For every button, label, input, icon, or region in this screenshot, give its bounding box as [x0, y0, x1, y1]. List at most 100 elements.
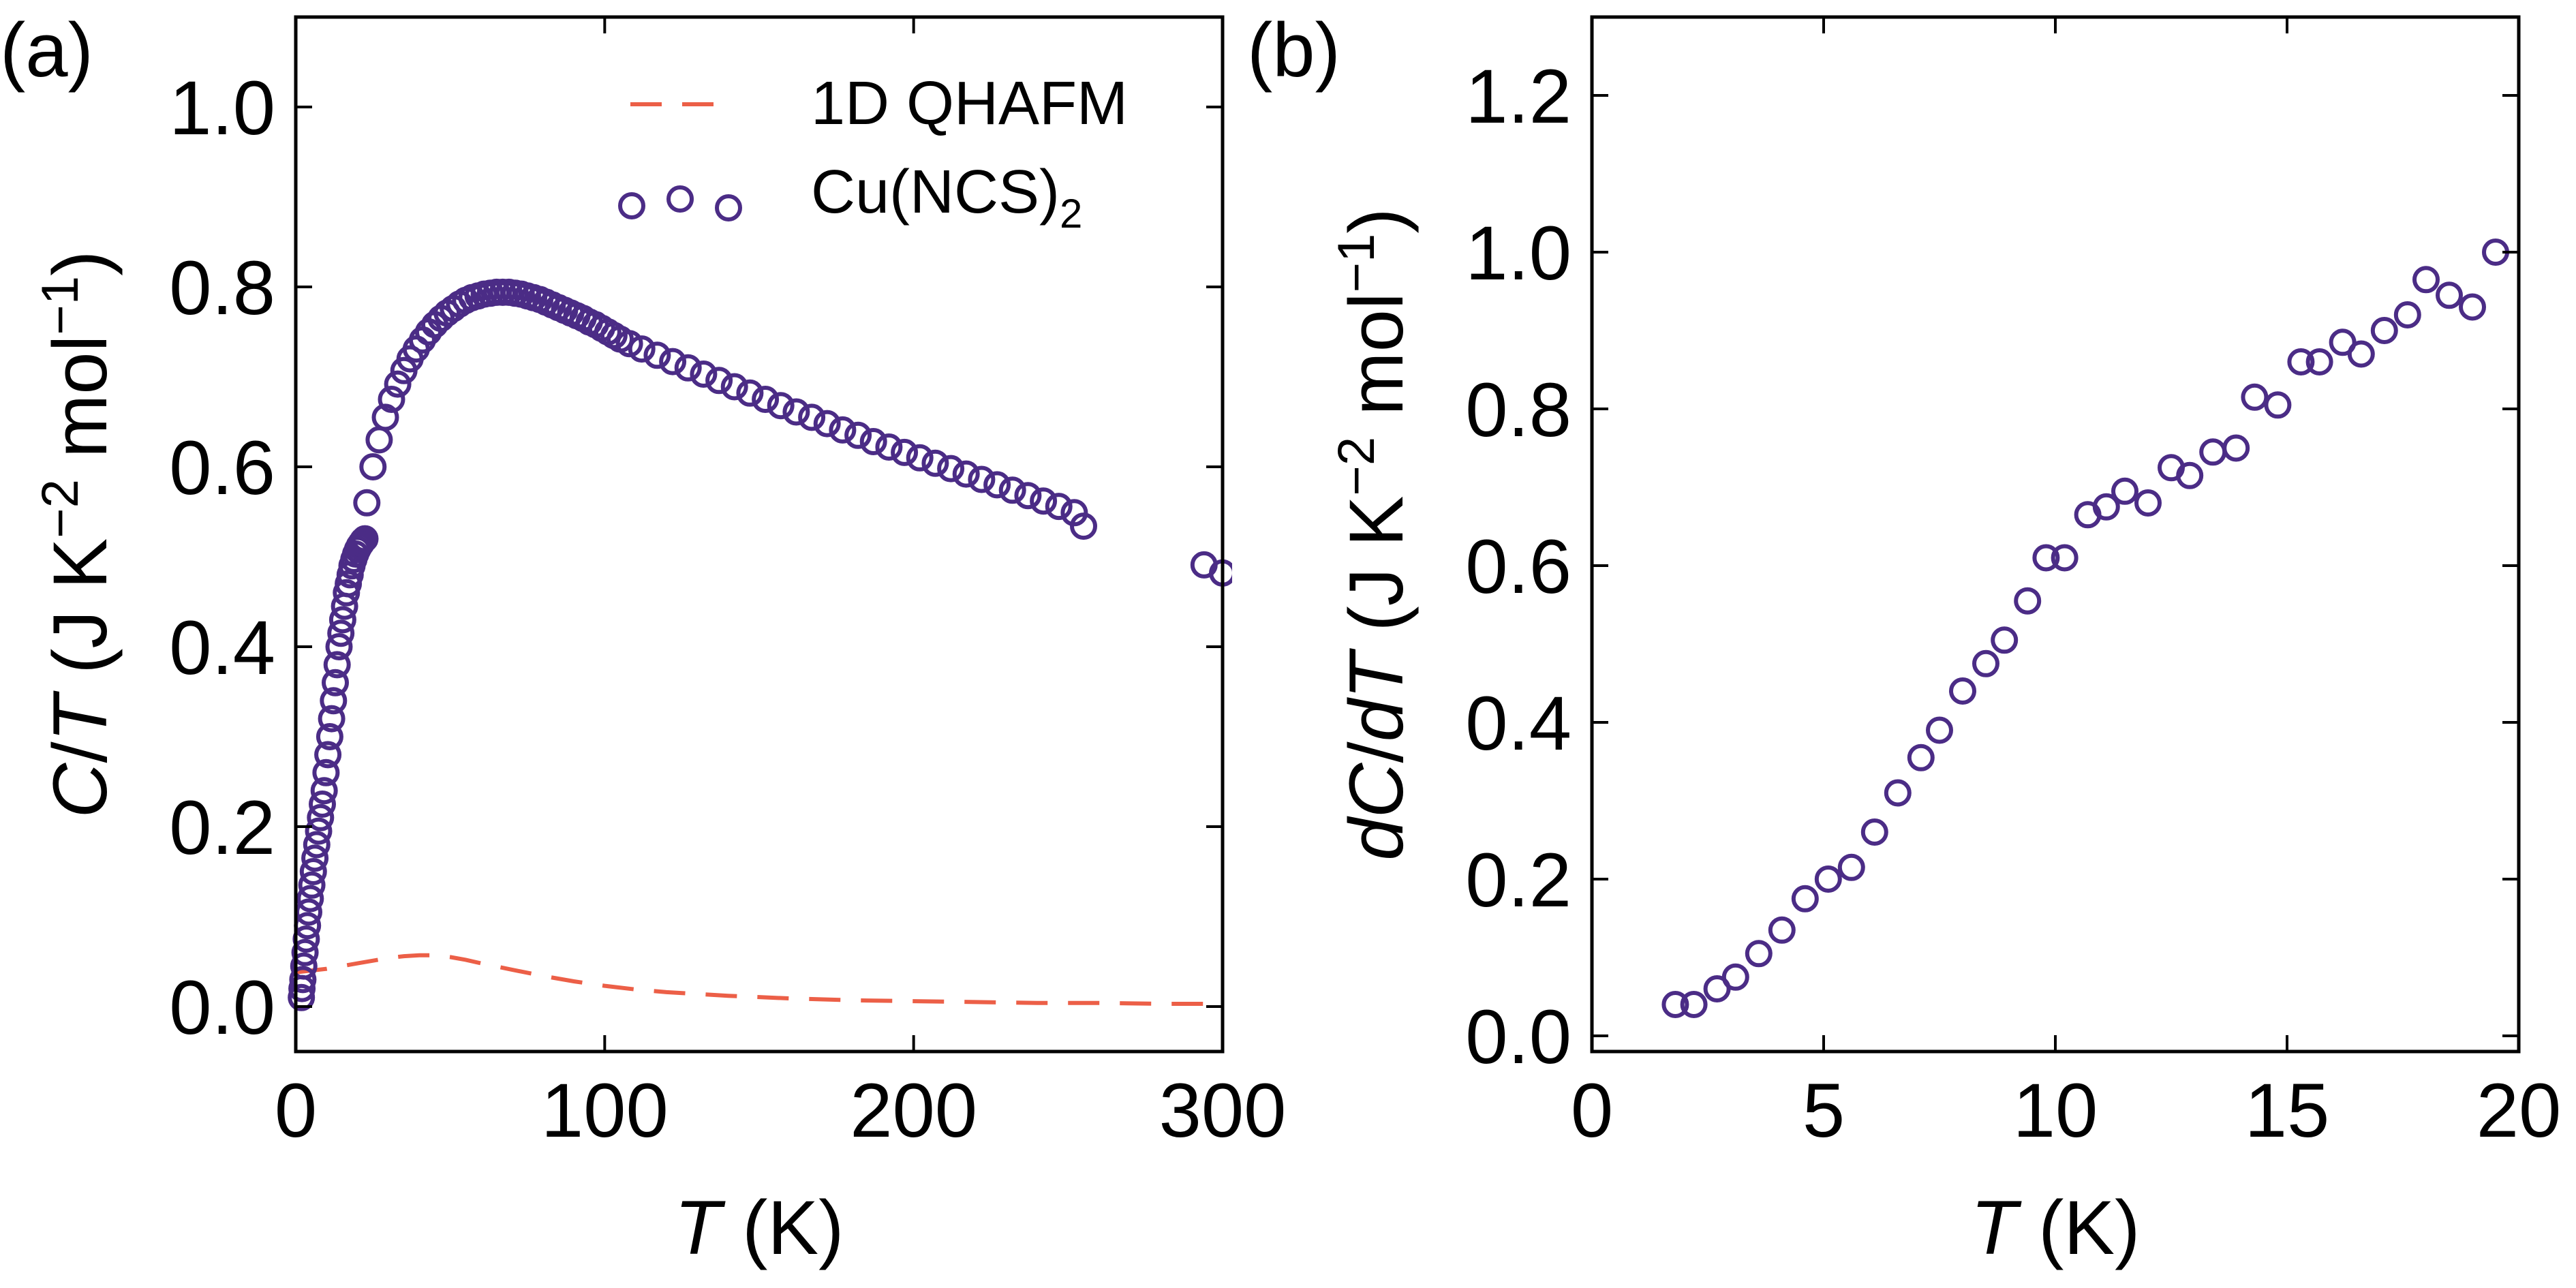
legend-data-marker	[618, 192, 645, 219]
data-point	[298, 871, 326, 899]
legend-data-marker	[715, 194, 742, 221]
y-unit-2: mol	[1334, 292, 1419, 437]
data-point	[1926, 716, 1953, 744]
data-point	[2412, 266, 2440, 294]
data-point	[628, 335, 656, 363]
data-point	[378, 386, 405, 413]
data-point	[1972, 649, 1999, 677]
data-point	[983, 471, 1011, 499]
panel-a: (a) 0 100 200 300 0.0 0.2 0.4 0.6 0.8 1.0 1D QHA…	[0, 7, 1286, 1270]
panel-b-plot-content	[1661, 239, 2509, 1018]
data-point	[1814, 865, 1842, 893]
y-tick-label: 0.0	[169, 965, 275, 1050]
data-point	[859, 428, 887, 455]
data-point	[371, 403, 399, 431]
data-point	[2051, 544, 2079, 572]
data-point	[705, 367, 733, 395]
panel-b-frame	[1590, 15, 2521, 1054]
data-point	[303, 831, 331, 859]
panel-b-y-ticks: 0.0 0.2 0.4 0.6 0.8 1.0 1.2	[1465, 54, 2519, 1079]
data-point	[1014, 482, 1042, 510]
data-point	[359, 453, 387, 480]
data-point	[1721, 963, 1749, 991]
y-exp-2: −1	[31, 276, 89, 335]
data-point	[1884, 779, 1912, 807]
y-exp-1: −2	[31, 479, 89, 538]
data-point	[2199, 438, 2227, 466]
y-tick-label: 1.0	[169, 65, 275, 151]
panel-b-x-axis-unit: (K)	[2017, 1185, 2140, 1270]
y-tick-label: 0.4	[169, 605, 275, 690]
data-point	[2347, 340, 2375, 368]
data-point	[906, 444, 934, 472]
data-point	[643, 341, 671, 369]
data-point	[1045, 493, 1073, 521]
data-point	[875, 433, 903, 461]
data-point	[365, 426, 393, 454]
data-point	[659, 348, 687, 375]
data-point	[2393, 301, 2421, 328]
data-point	[2092, 493, 2120, 521]
y-tick-label: 0.4	[1465, 681, 1571, 766]
data-point	[318, 705, 346, 733]
x-tick-label: 0	[1571, 1068, 1613, 1153]
data-point	[327, 619, 355, 647]
data-point	[314, 741, 342, 769]
data-point	[736, 379, 764, 407]
panel-b-x-ticks: 0 5 10 15 20	[1571, 17, 2561, 1153]
data-point	[891, 438, 919, 466]
data-point	[289, 966, 317, 994]
y-var-1: C	[37, 762, 123, 818]
y-tick-label: 0.2	[1465, 838, 1571, 923]
data-point	[2134, 489, 2162, 517]
panel-a-x-axis-label: T (K)	[675, 1185, 844, 1270]
data-point	[782, 398, 810, 426]
data-point	[1860, 818, 1888, 846]
y-exp-2: −1	[1328, 234, 1385, 293]
data-point	[1991, 626, 2019, 654]
data-point	[2264, 391, 2292, 419]
x-tick-label: 15	[2245, 1068, 2330, 1153]
data-point	[316, 723, 343, 750]
x-tick-label: 5	[1803, 1068, 1845, 1153]
data-point	[1060, 499, 1088, 527]
data-point	[299, 858, 327, 885]
data-point	[1949, 677, 1976, 705]
legend-data-marker	[666, 185, 694, 213]
panel-b-x-axis-label: T (K)	[1971, 1185, 2141, 1270]
data-point	[2287, 348, 2315, 375]
data-point	[2176, 461, 2204, 489]
data-point	[328, 606, 356, 634]
panel-a-x-axis-variable: T	[675, 1185, 726, 1270]
y-var-2: dT	[1334, 647, 1419, 741]
data-point	[690, 361, 718, 388]
data-point	[291, 938, 319, 966]
y-close: )	[1334, 208, 1419, 233]
x-tick-label: 10	[2013, 1068, 2098, 1153]
data-point	[305, 817, 333, 845]
data-point	[2111, 477, 2138, 505]
y-tick-label: 1.2	[1465, 54, 1571, 139]
data-point	[1768, 916, 1796, 944]
data-point	[1791, 885, 1819, 913]
x-tick-label: 0	[275, 1068, 317, 1153]
data-point	[813, 410, 841, 438]
legend-data-label-base: Cu(NCS)	[811, 158, 1060, 226]
y-sep: /	[1334, 741, 1419, 763]
data-point	[307, 803, 335, 831]
data-point	[320, 687, 348, 715]
y-var-2: T	[37, 690, 123, 741]
y-tick-label: 0.0	[1465, 994, 1571, 1079]
data-point	[353, 489, 381, 517]
data-point	[2370, 317, 2398, 344]
panel-a-frame	[294, 15, 1225, 1054]
y-unit-1: (J K	[1334, 495, 1419, 652]
legend-model-label: 1D QHAFM	[811, 70, 1128, 138]
panel-a-plot-content	[288, 278, 1232, 1011]
data-point	[968, 465, 996, 493]
y-tick-label: 1.0	[1465, 211, 1571, 296]
data-point	[844, 421, 872, 449]
data-point	[296, 885, 324, 913]
data-point	[2014, 587, 2042, 615]
data-point	[288, 983, 316, 1011]
